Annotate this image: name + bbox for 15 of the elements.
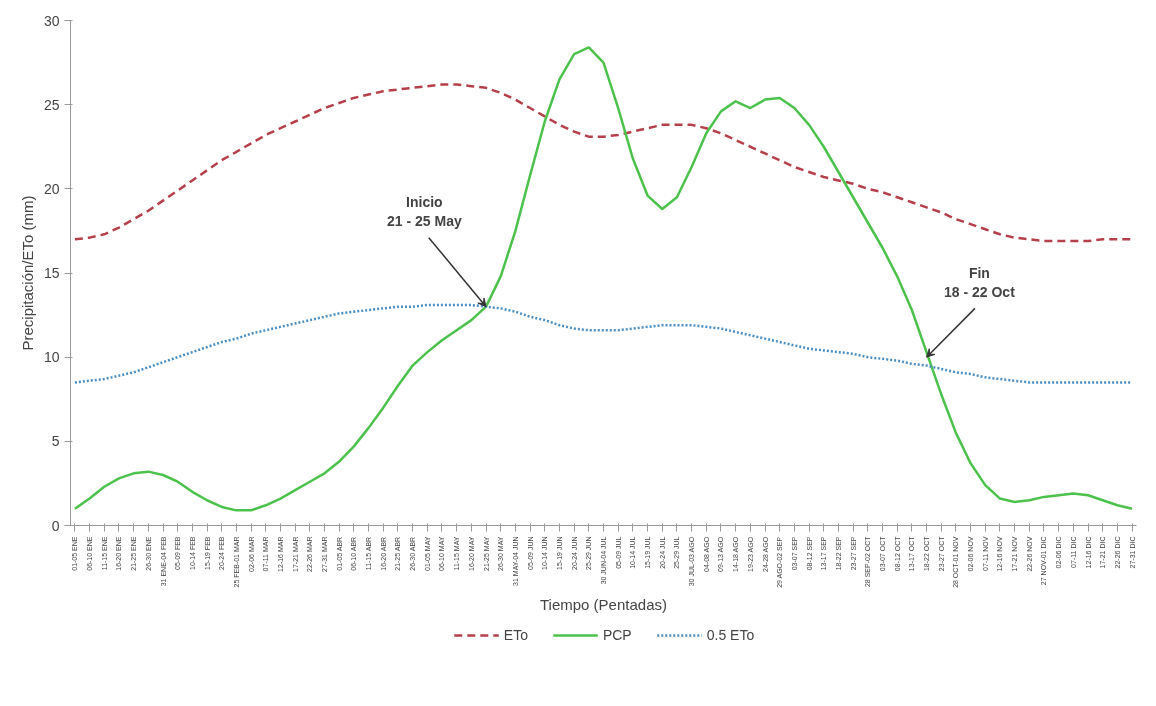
x-axis-title: Tiempo (Pentadas) (540, 595, 668, 613)
legend-label: ETo (503, 627, 528, 643)
legend-label: PCP (602, 627, 632, 643)
y-tick-label: 5 (51, 433, 60, 450)
annotation: Inicio 21 - 25 May (387, 193, 462, 230)
y-tick-label: 30 (43, 12, 60, 29)
y-tick-label: 20 (43, 180, 60, 197)
line-series (73, 46, 1134, 512)
y-tick-label: 0 (51, 517, 60, 534)
y-tick-label: 10 (43, 349, 60, 366)
y-tick-label: 25 (43, 96, 60, 113)
legend-label: 0.5 ETo (706, 627, 755, 643)
y-axis-title: Precipitación/ETo (mm) (18, 195, 36, 351)
y-tick-label: 15 (43, 265, 60, 281)
annotation: Fin 18 - 22 Oct (943, 264, 1016, 300)
